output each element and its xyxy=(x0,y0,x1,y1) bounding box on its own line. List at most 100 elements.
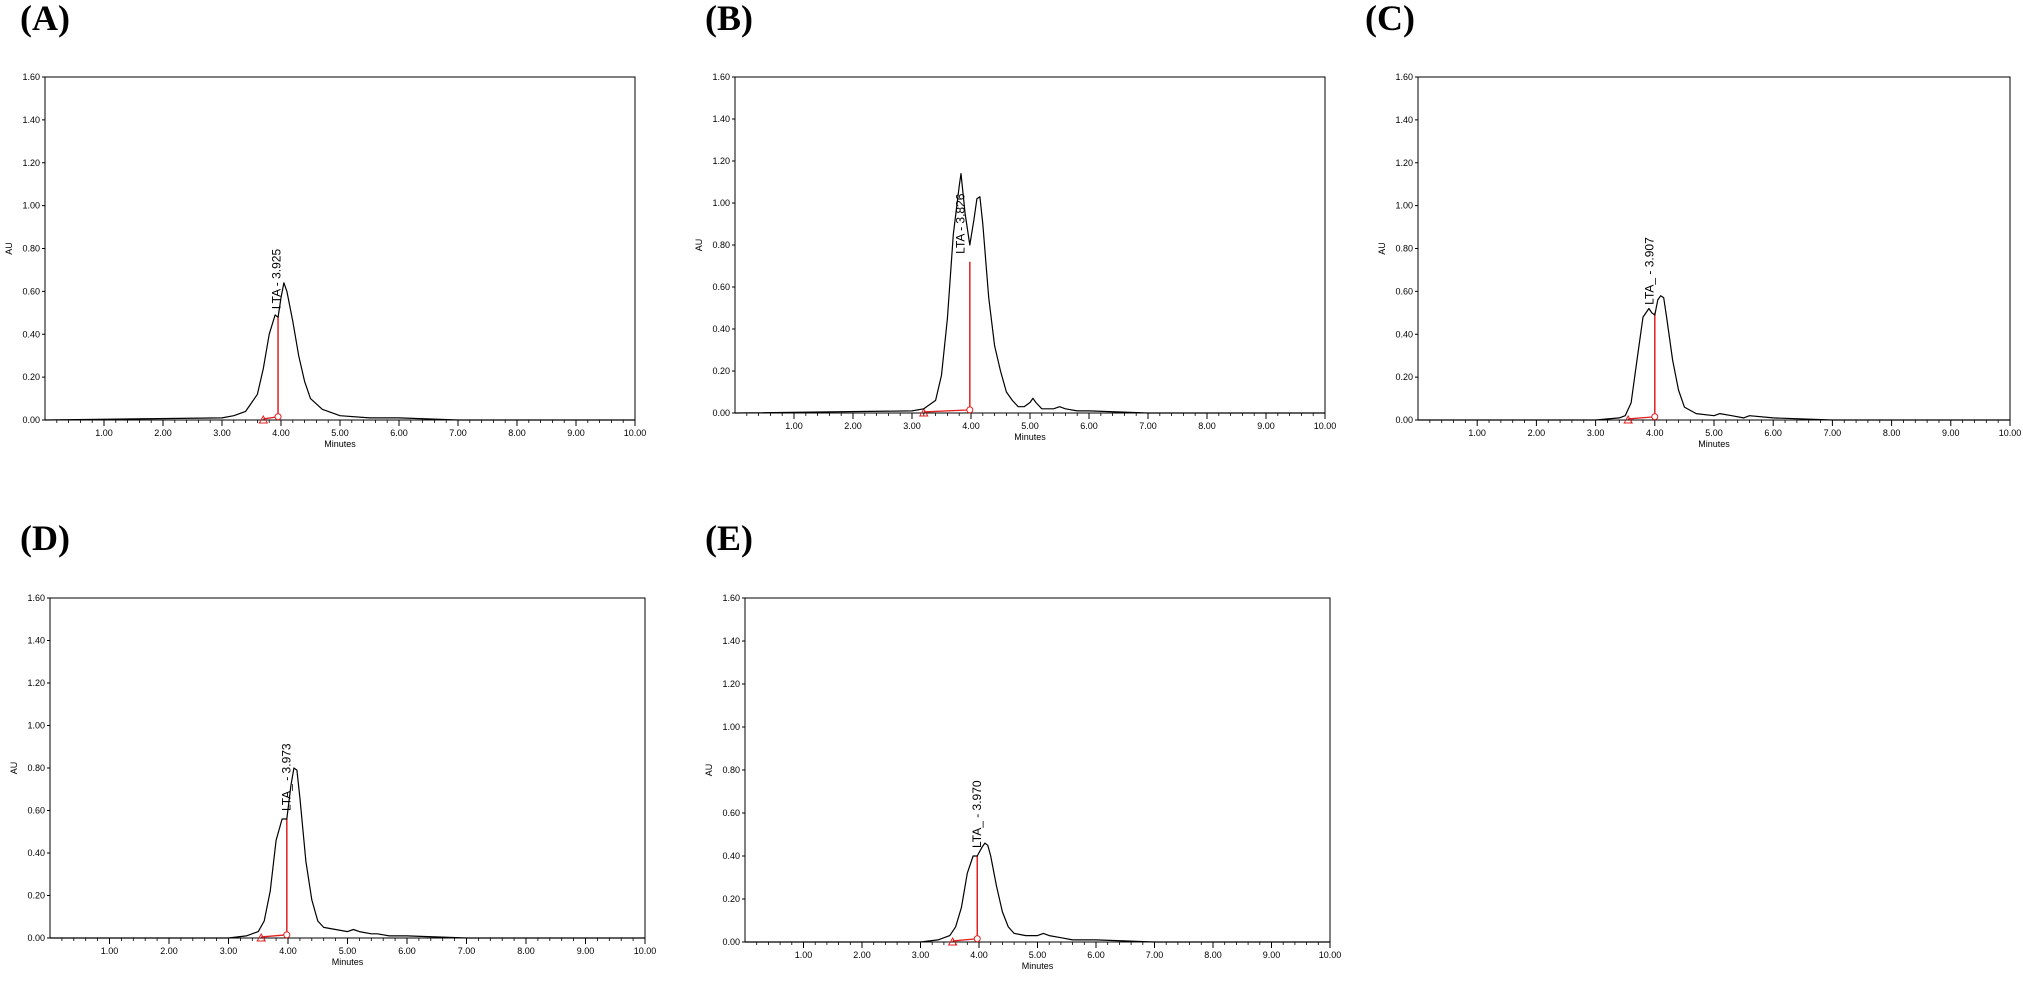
y-tick-label: 1.20 xyxy=(22,158,40,168)
chromatogram-panel-c: (C) 0.00 0.20 0.40 0.60 0.80 1.00 1.20 1.40 1.60… xyxy=(1365,0,2023,470)
x-tick-label: 3.00 xyxy=(1587,428,1605,438)
chromatogram-chart: 0.00 0.20 0.40 0.60 0.80 1.00 1.20 1.40 1.60 1.00… xyxy=(704,593,1342,971)
chromatogram-trace xyxy=(745,842,1330,943)
y-tick-label: 1.00 xyxy=(722,722,740,732)
y-axis-title: AU xyxy=(9,762,19,775)
chromatogram-panel-d: (D) 0.00 0.20 0.40 0.60 0.80 1.00 1.20 1.40 1.60… xyxy=(9,518,680,990)
y-tick-label: 0.40 xyxy=(722,851,740,861)
x-tick-label: 8.00 xyxy=(1883,428,1901,438)
x-tick-label: 7.00 xyxy=(1139,421,1157,431)
x-tick-label: 6.00 xyxy=(1764,428,1782,438)
peak-end-marker xyxy=(274,413,282,421)
x-axis-title: Minutes xyxy=(1698,439,1730,449)
y-tick-label: 0.80 xyxy=(712,240,730,250)
x-tick-label: 5.00 xyxy=(1021,421,1039,431)
plot-frame xyxy=(1417,76,2011,421)
y-axis-title: AU xyxy=(694,239,704,252)
panel-label: (C) xyxy=(1365,0,1415,38)
y-tick-label: 1.40 xyxy=(1395,115,1413,125)
y-tick-label: 1.00 xyxy=(27,721,45,731)
chromatogram-trace xyxy=(44,282,635,421)
chromatogram-chart: 0.00 0.20 0.40 0.60 0.80 1.00 1.20 1.40 1.60 1.00… xyxy=(9,593,657,967)
x-tick-label: 1.00 xyxy=(795,950,813,960)
y-tick-label: 1.40 xyxy=(22,115,40,125)
peak-label: LTA - 3.826 xyxy=(954,193,968,254)
integration-baseline xyxy=(261,934,287,938)
chromatogram-panel-a: (A) 0.00 0.20 0.40 0.60 0.80 1.00 1.20 1.40 1.60… xyxy=(4,0,680,470)
peak-end-marker xyxy=(973,935,981,943)
x-tick-label: 10.00 xyxy=(624,428,647,438)
x-tick-label: 1.00 xyxy=(1468,428,1486,438)
x-tick-label: 4.00 xyxy=(279,946,297,956)
y-tick-label: 1.20 xyxy=(1395,158,1413,168)
y-tick-label: 0.80 xyxy=(22,244,40,254)
y-tick-label: 1.40 xyxy=(712,114,730,124)
peak-label: LTA - 3.925 xyxy=(270,249,284,310)
x-tick-label: 4.00 xyxy=(272,428,290,438)
x-tick-label: 10.00 xyxy=(1999,428,2022,438)
x-tick-label: 6.00 xyxy=(398,946,416,956)
plot-frame xyxy=(49,597,646,939)
x-tick-label: 2.00 xyxy=(154,428,172,438)
y-tick-label: 1.00 xyxy=(1395,201,1413,211)
y-tick-label: 1.40 xyxy=(722,636,740,646)
chromatogram-panel-e: (E) 0.00 0.20 0.40 0.60 0.80 1.00 1.20 1.40 1.60… xyxy=(704,518,1365,990)
y-tick-label: 0.60 xyxy=(27,806,45,816)
y-tick-label: 0.20 xyxy=(712,366,730,376)
peak-end-marker xyxy=(966,406,974,414)
x-tick-label: 6.00 xyxy=(1080,421,1098,431)
y-tick-label: 0.00 xyxy=(27,933,45,943)
y-tick-label: 1.60 xyxy=(27,593,45,603)
x-tick-label: 5.00 xyxy=(331,428,349,438)
x-tick-label: 7.00 xyxy=(1824,428,1842,438)
x-tick-label: 3.00 xyxy=(220,946,238,956)
integration-baseline xyxy=(952,938,978,942)
y-tick-label: 1.60 xyxy=(22,72,40,82)
y-tick-label: 1.20 xyxy=(722,679,740,689)
x-tick-label: 4.00 xyxy=(962,421,980,431)
y-tick-label: 0.00 xyxy=(22,415,40,425)
y-tick-label: 0.20 xyxy=(1395,372,1413,382)
x-tick-label: 3.00 xyxy=(213,428,231,438)
x-tick-label: 2.00 xyxy=(160,946,178,956)
y-tick-label: 0.60 xyxy=(1395,286,1413,296)
x-tick-label: 5.00 xyxy=(1029,950,1047,960)
integration-baseline xyxy=(1628,416,1655,420)
y-tick-label: 1.00 xyxy=(22,201,40,211)
x-tick-label: 6.00 xyxy=(1087,950,1105,960)
y-tick-label: 0.20 xyxy=(722,894,740,904)
y-axis-title: AU xyxy=(1377,242,1387,255)
x-tick-label: 3.00 xyxy=(912,950,930,960)
x-tick-label: 7.00 xyxy=(1146,950,1164,960)
x-tick-label: 2.00 xyxy=(844,421,862,431)
integration-baseline xyxy=(923,409,970,413)
x-tick-label: 8.00 xyxy=(508,428,526,438)
x-tick-label: 4.00 xyxy=(970,950,988,960)
x-tick-label: 9.00 xyxy=(1263,950,1281,960)
x-tick-label: 1.00 xyxy=(95,428,113,438)
y-tick-label: 0.40 xyxy=(1395,329,1413,339)
panel-label: (E) xyxy=(705,518,753,558)
x-tick-label: 10.00 xyxy=(634,946,657,956)
y-tick-label: 1.20 xyxy=(27,678,45,688)
x-tick-label: 10.00 xyxy=(1314,421,1337,431)
x-tick-label: 7.00 xyxy=(458,946,476,956)
plot-frame xyxy=(734,76,1326,414)
peak-label: LTA_ - 3.970 xyxy=(970,780,984,848)
peak-start-marker xyxy=(947,936,958,946)
panel-label: (B) xyxy=(705,0,753,38)
x-tick-label: 8.00 xyxy=(1198,421,1216,431)
y-tick-label: 0.80 xyxy=(1395,244,1413,254)
y-tick-label: 1.40 xyxy=(27,636,45,646)
peak-start-marker xyxy=(1623,414,1634,424)
x-axis-title: Minutes xyxy=(324,439,356,449)
y-tick-label: 0.00 xyxy=(722,937,740,947)
x-axis-title: Minutes xyxy=(1014,432,1046,442)
panel-label: (D) xyxy=(20,518,70,558)
x-tick-label: 8.00 xyxy=(1204,950,1222,960)
x-tick-label: 5.00 xyxy=(1705,428,1723,438)
peak-label: LTA_ - 3.907 xyxy=(1642,237,1656,305)
y-tick-label: 0.00 xyxy=(712,408,730,418)
y-tick-label: 1.60 xyxy=(1395,72,1413,82)
x-tick-label: 10.00 xyxy=(1319,950,1342,960)
